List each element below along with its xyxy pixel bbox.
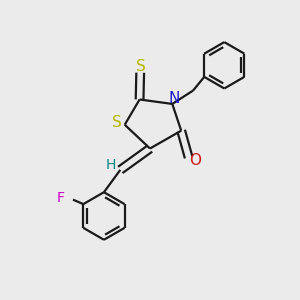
Text: S: S — [136, 59, 146, 74]
Text: O: O — [189, 153, 201, 168]
Text: N: N — [168, 91, 179, 106]
Text: S: S — [112, 115, 121, 130]
Text: F: F — [57, 191, 65, 205]
Text: H: H — [106, 158, 116, 172]
